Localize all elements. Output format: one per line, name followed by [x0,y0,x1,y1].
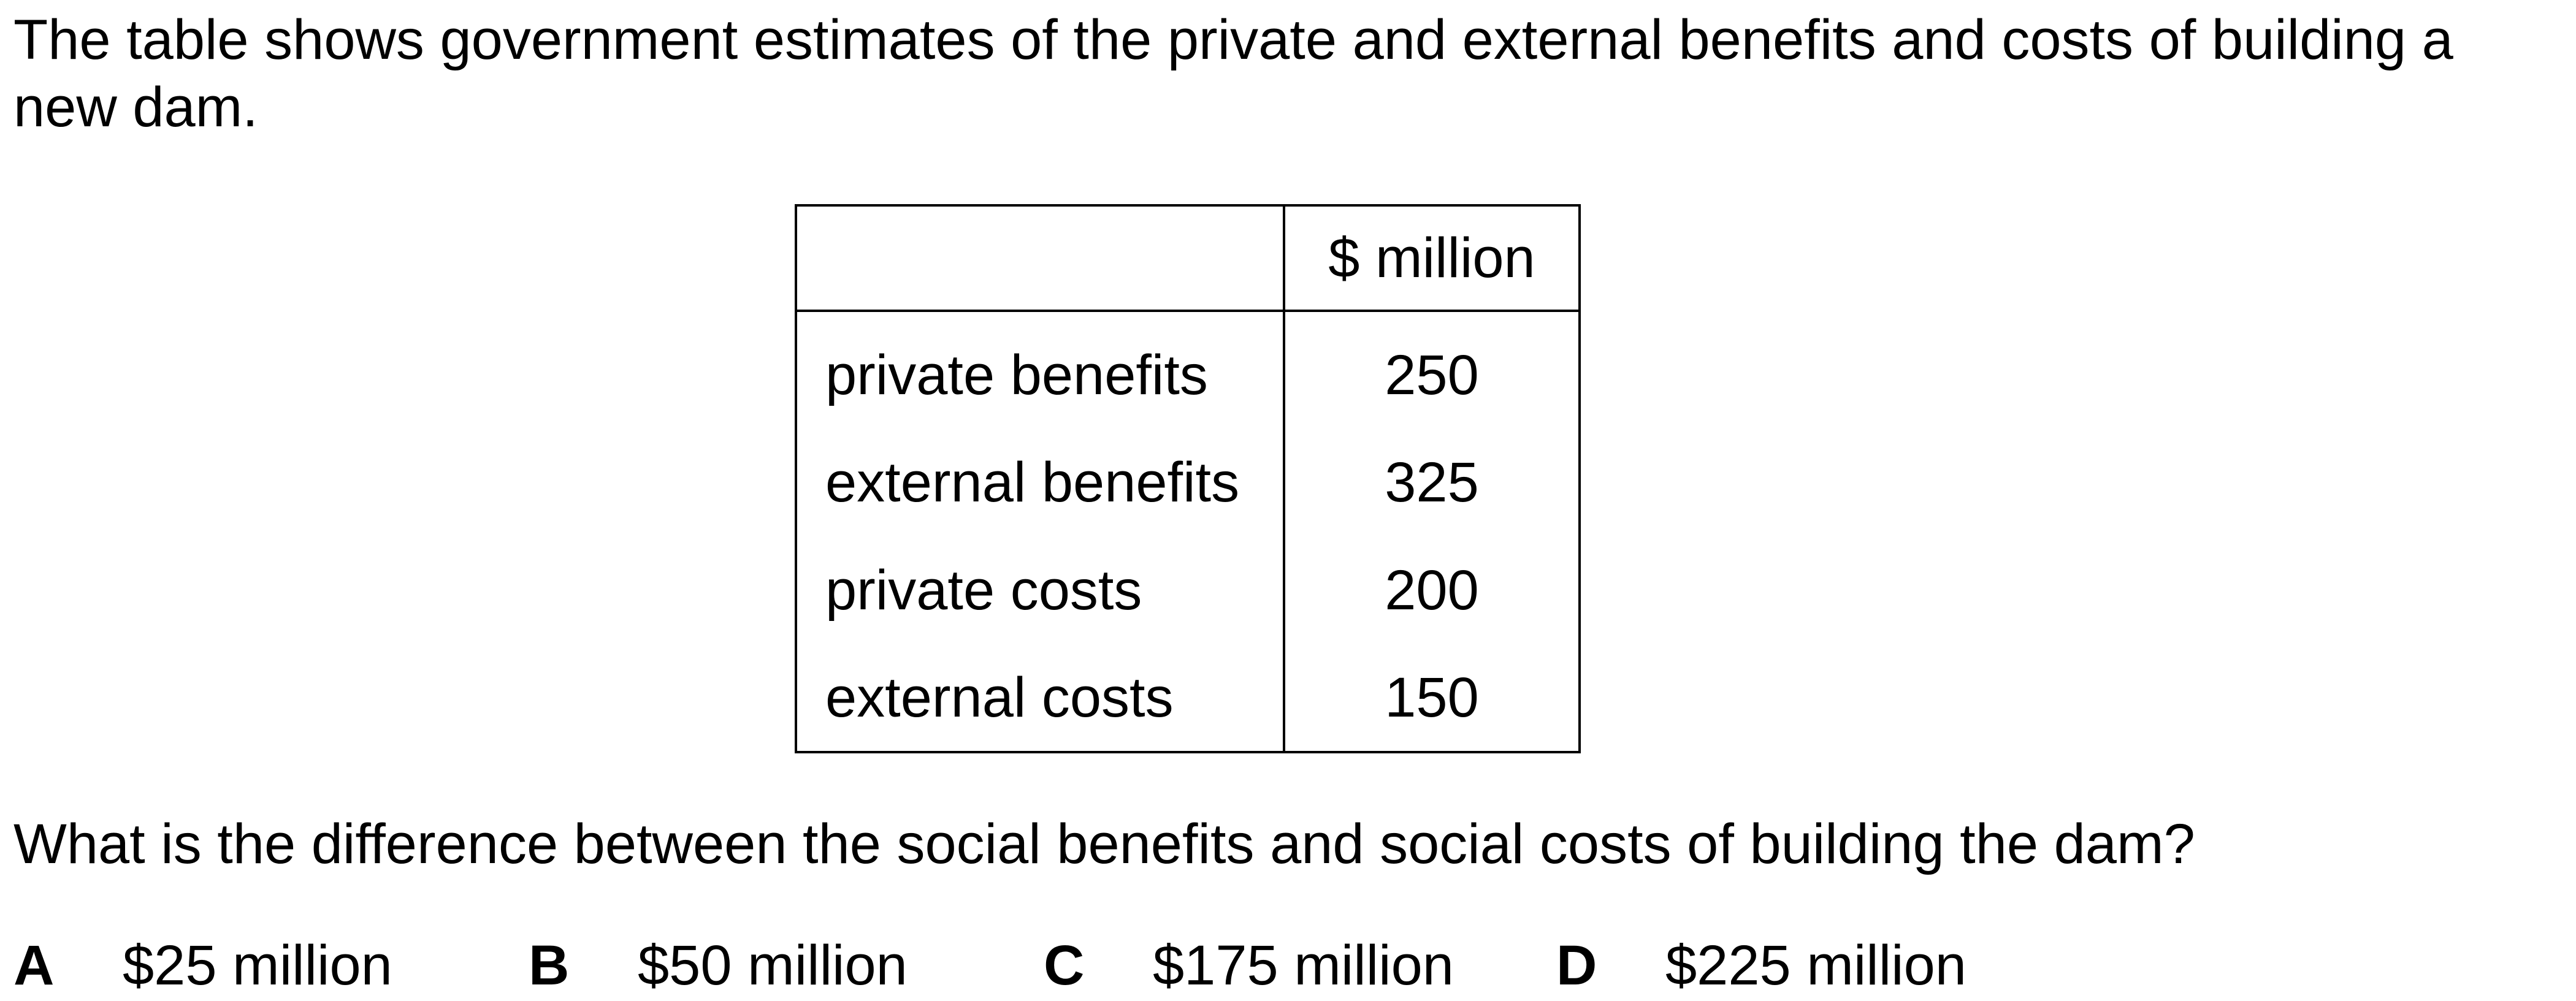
option-text: $175 million [1153,934,1454,997]
table-header-unit-cell: $ million [1284,204,1581,312]
option-text: $225 million [1665,934,1966,997]
question-text: What is the difference between the socia… [13,813,2195,875]
option-letter: D [1556,934,1597,997]
intro-text: The table shows government estimates of … [13,9,2453,139]
row-value: 150 [1284,644,1581,753]
table-header-label-cell [795,204,1285,312]
table-header-row: $ million [795,204,1581,312]
table-row: private benefits 250 [795,311,1581,428]
option-text: $25 million [123,934,392,997]
row-label: private costs [795,536,1285,644]
option-text: $50 million [638,934,908,997]
option-letter: C [1044,934,1085,997]
row-label: external benefits [795,428,1285,536]
table-row: external costs 150 [795,644,1581,753]
row-label: external costs [795,644,1285,753]
option-letter: A [13,934,55,997]
row-value: 200 [1284,536,1581,644]
row-value: 325 [1284,428,1581,536]
estimates-table: $ million private benefits 250 external … [795,204,1581,753]
row-label: private benefits [795,311,1285,428]
answer-options: A $25 million B $50 million C $175 milli… [13,932,2528,999]
option-letter: B [529,934,570,997]
table-row: external benefits 325 [795,428,1581,536]
table-row: private costs 200 [795,536,1581,644]
row-value: 250 [1284,311,1581,428]
